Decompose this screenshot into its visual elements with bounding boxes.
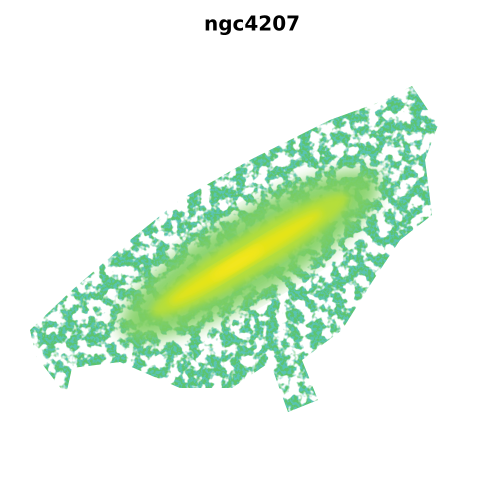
galaxy-image — [30, 86, 438, 412]
disk — [119, 169, 381, 341]
title: ngc4207 — [204, 12, 300, 36]
